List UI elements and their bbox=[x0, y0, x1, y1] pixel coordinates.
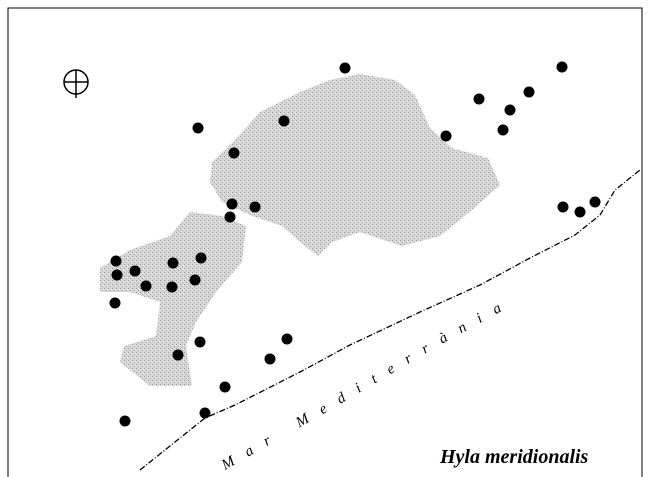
compass bbox=[63, 69, 89, 98]
species-name: Hyla meridionalis bbox=[439, 446, 589, 468]
observations bbox=[109, 61, 601, 427]
map-frame bbox=[7, 7, 643, 477]
